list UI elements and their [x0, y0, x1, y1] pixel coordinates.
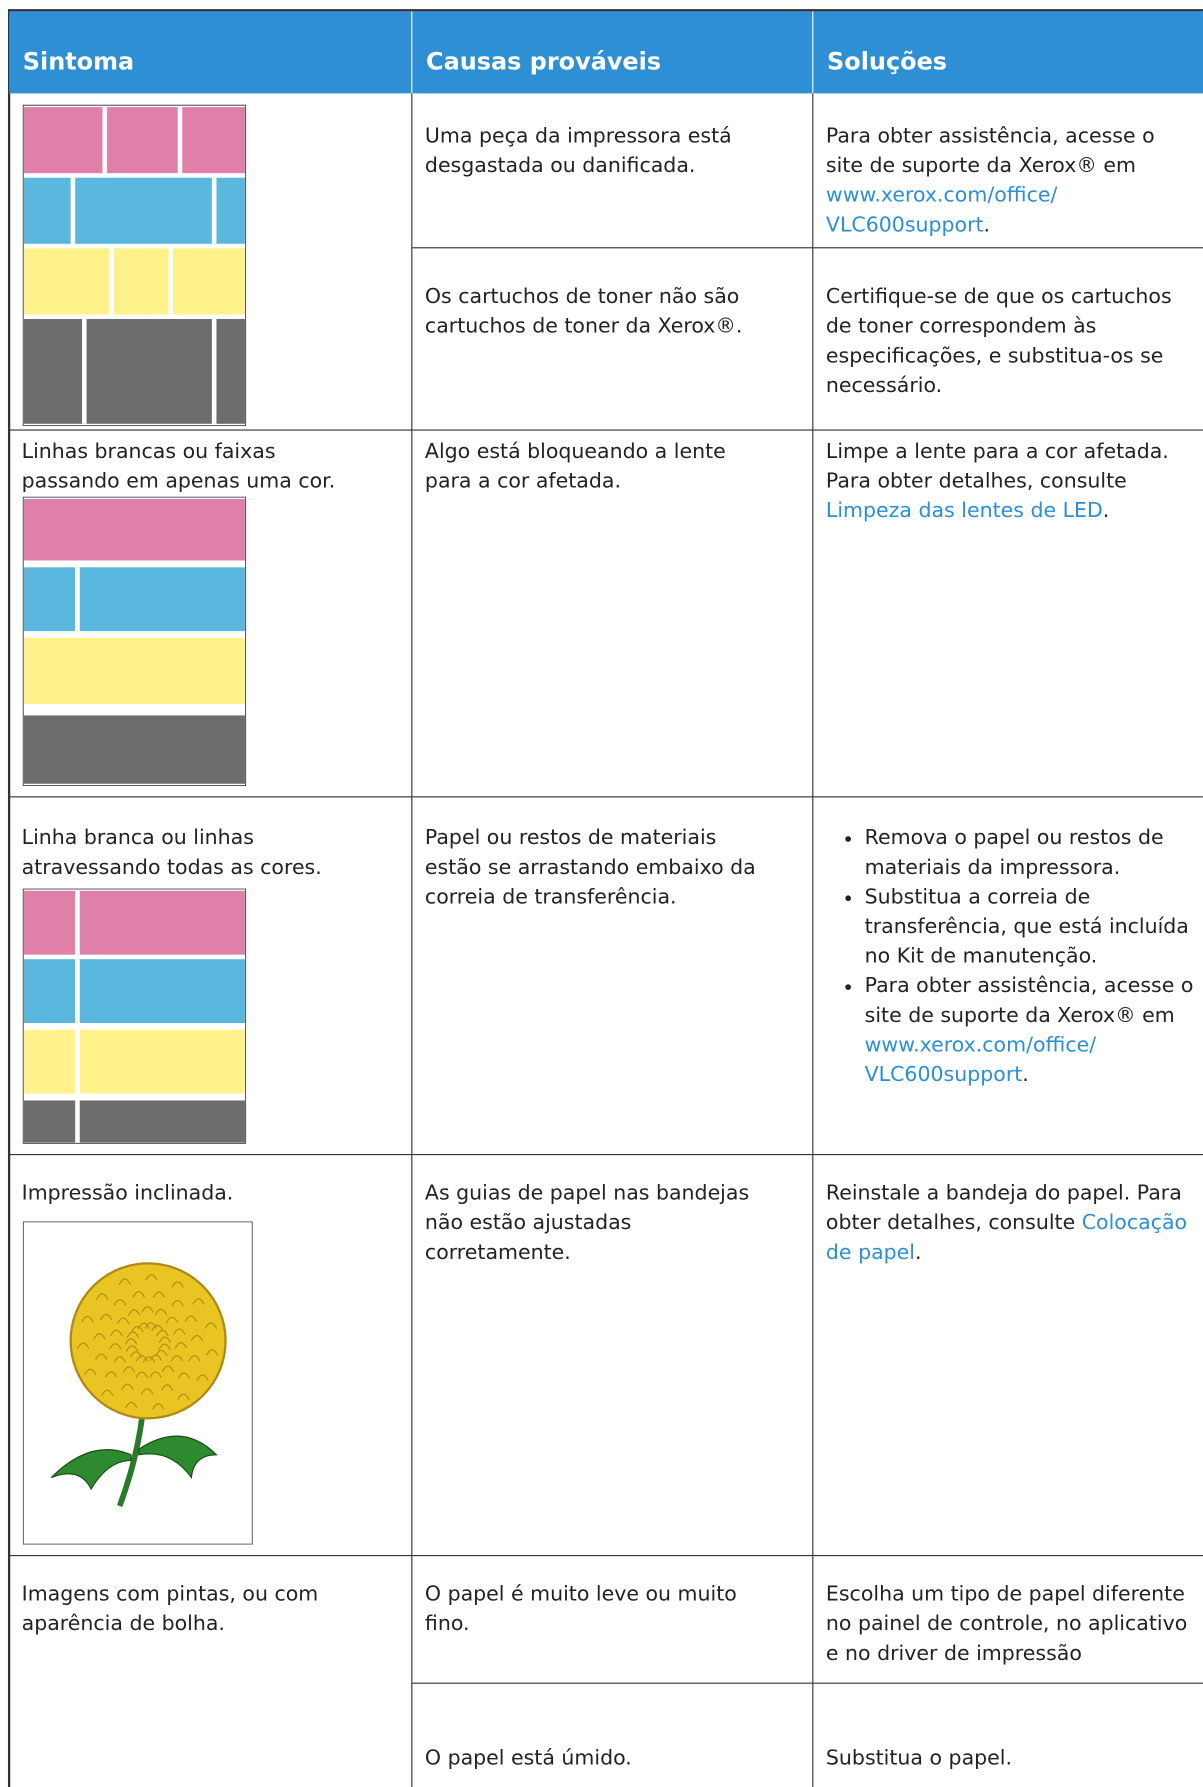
- cause-cell: O papel é muito leve ou muito fino.: [412, 1556, 814, 1684]
- solution: Para obter assistência, acesse o site de…: [826, 122, 1194, 240]
- solution-cell: Reinstale a bandeja do papel. Para obter…: [813, 1155, 1203, 1557]
- symptom: Imagens com pintas, ou com aparência de …: [21, 1582, 319, 1636]
- text: .: [1022, 1062, 1029, 1087]
- link[interactable]: VLC600support: [825, 213, 984, 237]
- link[interactable]: VLC600support: [864, 1062, 1023, 1087]
- symptom-cell: Impressão inclinada.: [9, 1155, 413, 1557]
- solution: Reinstale a bandeja do papel. Para obter…: [826, 1179, 1194, 1268]
- cause-cell: Algo está bloqueando a lente para a cor …: [412, 430, 814, 798]
- text: Remova o papel ou restos de materiais da…: [864, 825, 1164, 880]
- link[interactable]: Colocação de papel: [825, 1210, 1188, 1265]
- cause: As guias de papel nas bandejas não estão…: [424, 1181, 750, 1265]
- cause: O papel está úmido.: [424, 1746, 632, 1771]
- symptom-cell: Imagens com pintas, ou com aparência de …: [9, 1556, 413, 1787]
- bullet-item: Para obter assistência, acesse o site de…: [865, 972, 1194, 1090]
- text: Limpe a lente para a cor afetada. Para o…: [825, 439, 1169, 494]
- solution-cell: Escolha um tipo de papel diferente no pa…: [813, 1556, 1203, 1684]
- sample-image: [22, 496, 247, 787]
- cause-cell: Papel ou restos de materiais estão se ar…: [412, 797, 814, 1156]
- link[interactable]: www.xerox.com/office/: [864, 1033, 1097, 1058]
- symptom-cell: Linha branca ou linhas atravessando toda…: [9, 797, 413, 1156]
- header-cell: Causas prováveis: [412, 11, 814, 94]
- cause-cell: Os cartuchos de toner não são cartuchos …: [412, 248, 814, 431]
- solution: Substitua o papel.: [826, 1744, 1194, 1774]
- text: Para obter assistência, acesse o site de…: [825, 124, 1155, 178]
- cause-cell: Uma peça da impressora está desgastada o…: [412, 93, 814, 249]
- solution-cell: Remova o papel ou restos de materiais da…: [813, 797, 1203, 1156]
- symptom: Linha branca ou linhas atravessando toda…: [21, 825, 322, 880]
- header-cell: Soluções: [813, 11, 1203, 94]
- solution: Limpe a lente para a cor afetada. Para o…: [826, 437, 1194, 526]
- solution-cell: Substitua o papel.: [813, 1684, 1203, 1787]
- table-top-border: [9, 9, 1203, 12]
- sample-image: [22, 1221, 253, 1545]
- solution: Certifique-se de que os cartuchos de ton…: [826, 283, 1194, 401]
- link[interactable]: Limpeza das lentes de LED: [825, 498, 1103, 523]
- text: Substitua a correia de transferência, qu…: [864, 885, 1189, 969]
- cause-cell: As guias de papel nas bandejas não estão…: [412, 1155, 814, 1557]
- symptom-cell: Linhas brancas ou faixas passando em ape…: [9, 430, 413, 798]
- link[interactable]: www.xerox.com/office/: [825, 183, 1058, 208]
- text: Certifique-se de que os cartuchos de ton…: [825, 284, 1172, 398]
- table-left-border: [7, 9, 10, 1787]
- text: Reinstale a bandeja do papel. Para obter…: [825, 1181, 1182, 1235]
- text: .: [914, 1240, 922, 1265]
- symptom: Impressão inclinada.: [21, 1181, 234, 1206]
- solution-cell: Certifique-se de que os cartuchos de ton…: [813, 248, 1203, 431]
- text: Escolha um tipo de papel diferente no pa…: [825, 1582, 1188, 1666]
- sample-image: [22, 104, 247, 427]
- solution-cell: Para obter assistência, acesse o site de…: [813, 93, 1203, 249]
- cause: Papel ou restos de materiais estão se ar…: [424, 825, 756, 910]
- cause: O papel é muito leve ou muito fino.: [424, 1582, 737, 1636]
- bullet-item: Substitua a correia de transferência, qu…: [865, 883, 1194, 972]
- header-cell: Sintoma: [9, 11, 413, 94]
- symptom: Linhas brancas ou faixas passando em ape…: [21, 439, 336, 494]
- symptom-cell: [9, 93, 413, 431]
- solution: Remova o papel ou restos de materiais da…: [826, 824, 1194, 1091]
- solution-cell: Limpe a lente para a cor afetada. Para o…: [813, 431, 1203, 798]
- bullet-item: Remova o papel ou restos de materiais da…: [865, 824, 1194, 883]
- text: Substitua o papel.: [825, 1746, 1012, 1771]
- cause: Os cartuchos de toner não são cartuchos …: [424, 284, 743, 339]
- text: Para obter assistência, acesse o site de…: [864, 974, 1194, 1028]
- bullet-list: Remova o papel ou restos de materiais da…: [826, 824, 1194, 1091]
- cause: Algo está bloqueando a lente para a cor …: [424, 439, 726, 494]
- text: .: [983, 213, 991, 237]
- text: .: [1102, 498, 1110, 523]
- cause: Uma peça da impressora está desgastada o…: [424, 124, 732, 178]
- sample-image: [22, 888, 247, 1144]
- solution: Escolha um tipo de papel diferente no pa…: [826, 1580, 1194, 1669]
- cause-cell: O papel está úmido.: [412, 1683, 814, 1787]
